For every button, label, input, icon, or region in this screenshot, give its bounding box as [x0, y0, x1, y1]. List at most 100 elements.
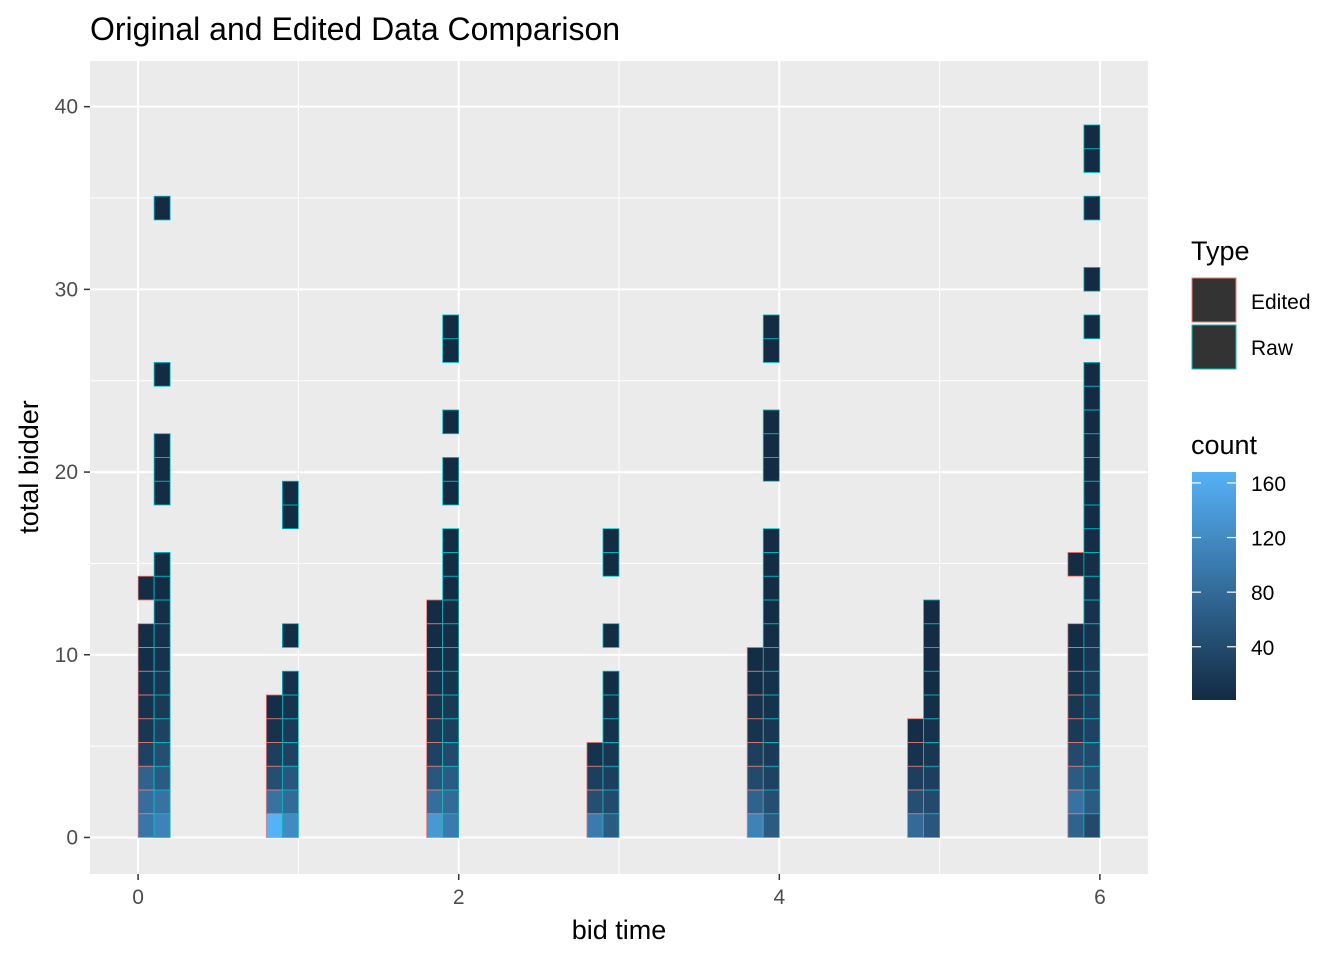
heatmap-tile-edited	[907, 765, 924, 791]
y-tick-label: 10	[55, 644, 78, 667]
heatmap-tile-edited	[586, 813, 604, 838]
count-legend: count 40 80 120 160	[1191, 430, 1286, 700]
heatmap-tile-raw	[602, 718, 620, 743]
heatmap-tile-edited	[1067, 789, 1085, 815]
heatmap-tile-edited	[265, 789, 283, 815]
heatmap-tile-raw	[1083, 599, 1101, 625]
heatmap-tile-edited	[426, 742, 444, 767]
heatmap-tile-raw	[762, 623, 780, 648]
heatmap-tile-edited	[907, 742, 924, 767]
heatmap-tile-edited	[137, 742, 155, 767]
heatmap-tile-edited	[426, 647, 444, 672]
heatmap-tile-raw	[281, 670, 299, 696]
heatmap-tile-raw	[762, 314, 780, 340]
heatmap-tile-raw	[281, 789, 299, 815]
heatmap-tile-edited	[137, 789, 155, 815]
x-tick-label: 6	[1094, 886, 1106, 909]
count-colorbar	[1192, 472, 1236, 700]
heatmap-tile-raw	[442, 742, 460, 767]
heatmap-tile-raw	[442, 409, 460, 435]
heatmap-tile-raw	[442, 599, 460, 625]
heatmap-tile-edited	[426, 599, 444, 625]
heatmap-tile-raw	[442, 765, 460, 791]
heatmap-tile-raw	[602, 528, 620, 553]
heatmap-tile-edited	[746, 647, 764, 672]
heatmap-tile-raw	[153, 362, 171, 387]
heatmap-tile-raw	[1083, 385, 1101, 411]
heatmap-tile-raw	[442, 718, 460, 743]
heatmap-tile-edited	[1067, 670, 1085, 696]
heatmap-tile-edited	[1067, 718, 1085, 743]
heatmap-tile-raw	[153, 552, 171, 577]
heatmap-tile-raw	[153, 789, 171, 815]
heatmap-tile-raw	[281, 623, 299, 648]
heatmap-tile-raw	[602, 694, 620, 720]
heatmap-tile-raw	[442, 457, 460, 482]
heatmap-tile-edited	[746, 718, 764, 743]
heatmap-tile-raw	[442, 647, 460, 672]
heatmap-tile-edited	[265, 694, 283, 720]
heatmap-tile-edited	[137, 694, 155, 720]
heatmap-tile-raw	[153, 195, 171, 221]
heatmap-tile-raw	[153, 480, 171, 506]
heatmap-tile-raw	[762, 338, 780, 363]
heatmap-tile-edited	[426, 670, 444, 696]
heatmap-tile-edited	[426, 694, 444, 720]
heatmap-tile-raw	[762, 813, 780, 838]
x-tick-label: 2	[453, 886, 465, 909]
heatmap-tile-raw	[923, 813, 941, 838]
heatmap-tile-raw	[442, 338, 460, 363]
heatmap-tile-raw	[153, 433, 171, 458]
heatmap-tile-raw	[762, 694, 780, 720]
colorbar-tick-label: 80	[1251, 582, 1274, 605]
heatmap-tile-raw	[442, 575, 460, 601]
count-colorbar-ticks: 40 80 120 160	[1192, 473, 1286, 660]
heatmap-tile-edited	[746, 813, 764, 838]
heatmap-tile-raw	[1083, 457, 1101, 482]
x-axis-title: bid time	[572, 915, 667, 945]
heatmap-tiles	[137, 124, 1101, 838]
heatmap-tile-raw	[1083, 409, 1101, 435]
heatmap-tile-raw	[602, 552, 620, 577]
heatmap-tile-raw	[153, 599, 171, 625]
heatmap-tile-raw	[602, 670, 620, 696]
heatmap-tile-raw	[442, 314, 460, 340]
heatmap-tile-raw	[923, 742, 941, 767]
heatmap-tile-raw	[153, 670, 171, 696]
count-legend-title: count	[1191, 430, 1258, 460]
heatmap-tile-edited	[265, 718, 283, 743]
heatmap-tile-edited	[1067, 623, 1085, 648]
heatmap-tile-raw	[923, 623, 941, 648]
heatmap-tile-raw	[153, 623, 171, 648]
heatmap-tile-raw	[153, 765, 171, 791]
heatmap-tile-raw	[281, 694, 299, 720]
heatmap-tile-raw	[762, 647, 780, 672]
heatmap-tile-raw	[153, 647, 171, 672]
heatmap-tile-raw	[153, 718, 171, 743]
type-legend-title: Type	[1191, 236, 1250, 266]
heatmap-tile-edited	[1067, 765, 1085, 791]
heatmap-tile-raw	[281, 742, 299, 767]
heatmap-tile-raw	[1083, 575, 1101, 601]
heatmap-tile-raw	[153, 575, 171, 601]
heatmap-tile-raw	[1083, 504, 1101, 530]
heatmap-tile-raw	[1083, 362, 1101, 387]
heatmap-tile-raw	[762, 575, 780, 601]
heatmap-tile-edited	[137, 813, 155, 838]
y-tick-label: 40	[55, 96, 78, 119]
heatmap-tile-edited	[1067, 694, 1085, 720]
heatmap-tile-raw	[762, 670, 780, 696]
heatmap-tile-edited	[1067, 647, 1085, 672]
heatmap-tile-edited	[586, 789, 604, 815]
heatmap-tile-raw	[1083, 623, 1101, 648]
heatmap-tile-edited	[1067, 742, 1085, 767]
heatmap-tile-edited	[137, 718, 155, 743]
heatmap-tile-edited	[137, 647, 155, 672]
legend-label-edited: Edited	[1251, 291, 1311, 314]
heatmap-tile-edited	[137, 575, 155, 601]
heatmap-tile-edited	[1067, 552, 1085, 577]
heatmap-tile-raw	[602, 742, 620, 767]
colorbar-tick-label: 120	[1251, 528, 1286, 551]
heatmap-tile-raw	[1083, 124, 1101, 150]
